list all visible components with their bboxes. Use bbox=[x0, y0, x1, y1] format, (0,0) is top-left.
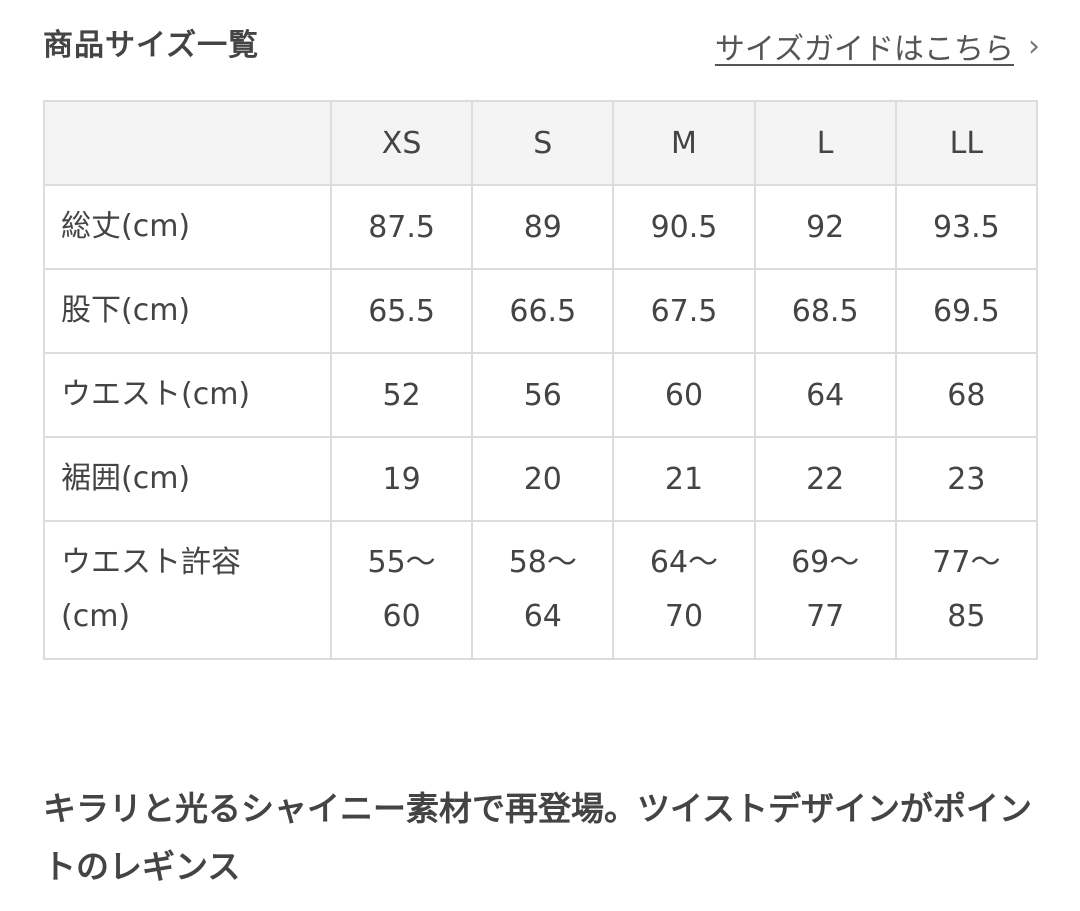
range-min: 64〜 bbox=[649, 545, 719, 580]
chevron-right-icon: › bbox=[1028, 28, 1040, 64]
table-cell: 56 bbox=[471, 352, 615, 438]
column-header: S bbox=[471, 100, 615, 186]
table-cell: 58〜 64 bbox=[471, 520, 615, 660]
range-max: 85 bbox=[947, 599, 986, 634]
row-label-line: (cm) bbox=[61, 599, 131, 634]
row-label: 裾囲(cm) bbox=[43, 436, 332, 522]
table-cell: 89 bbox=[471, 184, 615, 270]
column-header: M bbox=[612, 100, 756, 186]
table-cell: 20 bbox=[471, 436, 615, 522]
table-cell: 87.5 bbox=[329, 184, 474, 270]
table-row: 股下(cm) 65.5 66.5 67.5 68.5 69.5 bbox=[43, 268, 1039, 354]
table-cell: 60 bbox=[612, 352, 756, 438]
table-cell: 65.5 bbox=[329, 268, 474, 354]
table-cell: 66.5 bbox=[471, 268, 615, 354]
row-label: ウエスト許容 (cm) bbox=[43, 520, 332, 660]
page-title: 商品サイズ一覧 bbox=[43, 28, 260, 63]
range-max: 64 bbox=[523, 599, 562, 634]
header-corner-cell bbox=[43, 100, 332, 186]
range-max: 77 bbox=[806, 599, 845, 634]
table-cell: 68.5 bbox=[753, 268, 897, 354]
table-cell: 90.5 bbox=[612, 184, 756, 270]
table-cell: 68 bbox=[894, 352, 1039, 438]
table-cell: 67.5 bbox=[612, 268, 756, 354]
range-max: 60 bbox=[382, 599, 421, 634]
range-min: 77〜 bbox=[932, 545, 1001, 580]
row-label: 総丈(cm) bbox=[43, 184, 332, 270]
range-min: 58〜 bbox=[508, 545, 577, 580]
table-cell: 55〜 60 bbox=[329, 520, 474, 660]
table-cell: 69〜 77 bbox=[753, 520, 897, 660]
table-row: ウエスト(cm) 52 56 60 64 68 bbox=[43, 352, 1039, 438]
table-cell: 64〜 70 bbox=[612, 520, 756, 660]
table-cell: 23 bbox=[894, 436, 1039, 522]
table-row: 裾囲(cm) 19 20 21 22 23 bbox=[43, 436, 1039, 522]
table-cell: 93.5 bbox=[894, 184, 1039, 270]
range-min: 55〜 bbox=[367, 545, 436, 580]
table-cell: 19 bbox=[329, 436, 474, 522]
range-min: 69〜 bbox=[791, 545, 860, 580]
table-cell: 52 bbox=[329, 352, 474, 438]
table-cell: 77〜 85 bbox=[894, 520, 1039, 660]
row-label-line: ウエスト許容 bbox=[61, 545, 241, 580]
table-row: ウエスト許容 (cm) 55〜 60 58〜 64 64〜 70 69〜 77 77〜 85 bbox=[43, 520, 1039, 660]
table-cell: 21 bbox=[612, 436, 756, 522]
size-guide-link-label[interactable]: サイズガイドはこちら bbox=[714, 32, 1014, 67]
table-cell: 22 bbox=[753, 436, 897, 522]
size-guide-link[interactable]: サイズガイドはこちら › bbox=[715, 24, 1040, 68]
row-label: ウエスト(cm) bbox=[43, 352, 332, 438]
column-header: LL bbox=[894, 100, 1039, 186]
range-max: 70 bbox=[664, 599, 704, 634]
row-label: 股下(cm) bbox=[43, 268, 332, 354]
table-cell: 69.5 bbox=[894, 268, 1039, 354]
table-row: 総丈(cm) 87.5 89 90.5 92 93.5 bbox=[43, 184, 1039, 270]
size-table: XS S M L LL 総丈(cm) 87.5 89 90.5 92 93.5 … bbox=[43, 100, 1039, 660]
column-header: XS bbox=[329, 100, 474, 186]
table-cell: 64 bbox=[753, 352, 897, 438]
column-header: L bbox=[753, 100, 897, 186]
product-description: キラリと光るシャイニー素材で再登場。ツイストデザインがポイントのレギンス bbox=[43, 789, 1033, 886]
table-cell: 92 bbox=[753, 184, 897, 270]
table-header-row: XS S M L LL bbox=[43, 100, 1039, 186]
